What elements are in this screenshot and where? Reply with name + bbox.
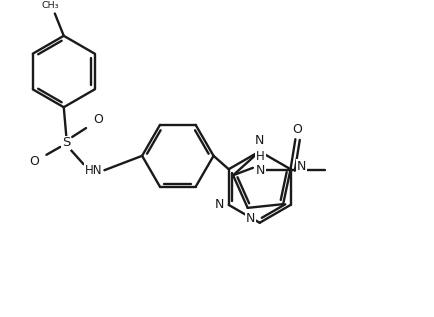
Text: N: N <box>297 160 306 173</box>
Text: H: H <box>256 150 265 163</box>
Text: O: O <box>293 123 302 136</box>
Text: N: N <box>256 164 265 177</box>
Text: N: N <box>215 198 224 211</box>
Text: N: N <box>255 134 264 147</box>
Text: N: N <box>246 212 255 225</box>
Text: S: S <box>62 136 70 149</box>
Text: O: O <box>93 113 103 126</box>
Text: CH₃: CH₃ <box>41 1 59 10</box>
Text: HN: HN <box>85 164 102 177</box>
Text: O: O <box>30 155 39 168</box>
